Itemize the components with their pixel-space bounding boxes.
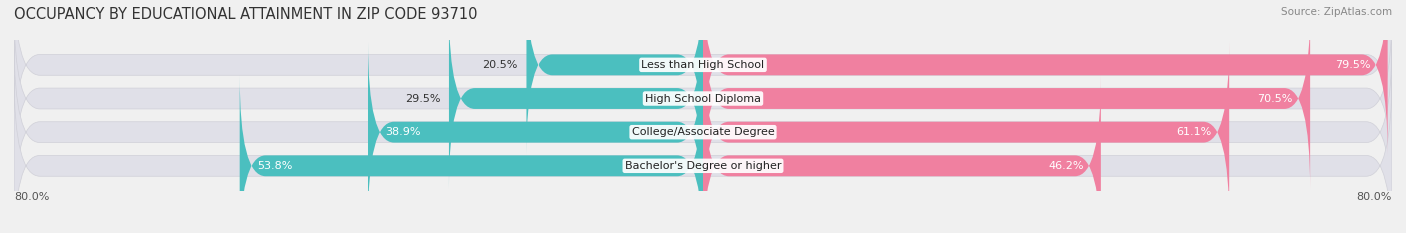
FancyBboxPatch shape bbox=[526, 0, 703, 155]
FancyBboxPatch shape bbox=[14, 0, 1392, 155]
Text: Bachelor's Degree or higher: Bachelor's Degree or higher bbox=[624, 161, 782, 171]
FancyBboxPatch shape bbox=[703, 42, 1229, 223]
Text: 20.5%: 20.5% bbox=[482, 60, 517, 70]
Text: High School Diploma: High School Diploma bbox=[645, 93, 761, 103]
FancyBboxPatch shape bbox=[703, 75, 1101, 233]
Text: 46.2%: 46.2% bbox=[1047, 161, 1084, 171]
FancyBboxPatch shape bbox=[14, 75, 1392, 233]
FancyBboxPatch shape bbox=[703, 0, 1388, 155]
Text: Source: ZipAtlas.com: Source: ZipAtlas.com bbox=[1281, 7, 1392, 17]
Text: 70.5%: 70.5% bbox=[1257, 93, 1294, 103]
Text: Less than High School: Less than High School bbox=[641, 60, 765, 70]
Text: OCCUPANCY BY EDUCATIONAL ATTAINMENT IN ZIP CODE 93710: OCCUPANCY BY EDUCATIONAL ATTAINMENT IN Z… bbox=[14, 7, 478, 22]
FancyBboxPatch shape bbox=[368, 42, 703, 223]
Text: 79.5%: 79.5% bbox=[1334, 60, 1371, 70]
FancyBboxPatch shape bbox=[14, 8, 1392, 189]
Text: 53.8%: 53.8% bbox=[257, 161, 292, 171]
Text: 38.9%: 38.9% bbox=[385, 127, 420, 137]
Text: 61.1%: 61.1% bbox=[1177, 127, 1212, 137]
FancyBboxPatch shape bbox=[449, 8, 703, 189]
FancyBboxPatch shape bbox=[703, 8, 1310, 189]
Text: 80.0%: 80.0% bbox=[1357, 192, 1392, 202]
FancyBboxPatch shape bbox=[239, 75, 703, 233]
Text: 29.5%: 29.5% bbox=[405, 93, 440, 103]
Text: College/Associate Degree: College/Associate Degree bbox=[631, 127, 775, 137]
Text: 80.0%: 80.0% bbox=[14, 192, 49, 202]
FancyBboxPatch shape bbox=[14, 42, 1392, 223]
